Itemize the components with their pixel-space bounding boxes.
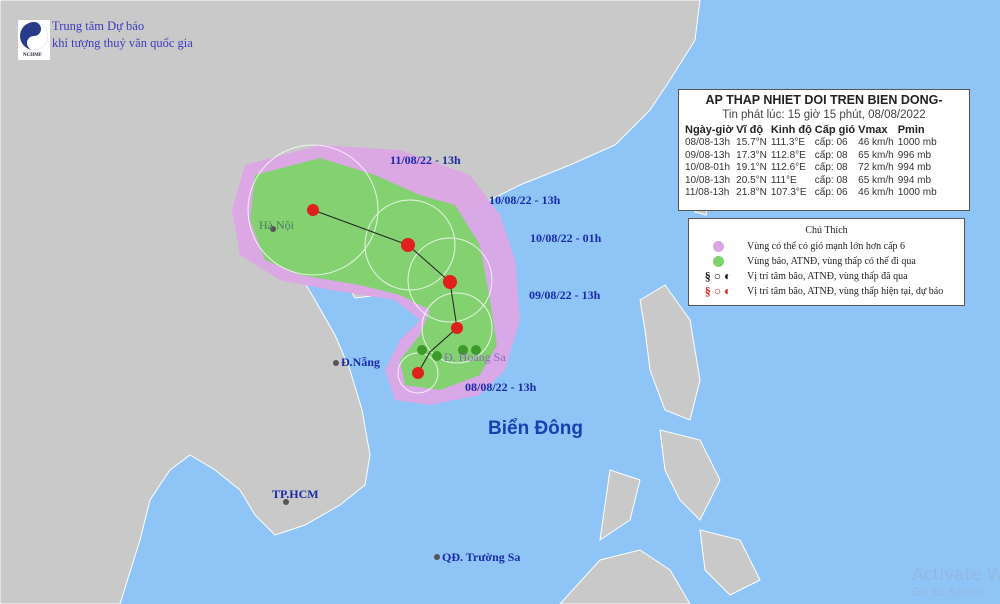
land-mainland [0, 0, 701, 604]
legend-text: Vùng có thể có gió mạnh lớn hơn cấp 6 [747, 241, 906, 252]
cell: 107.3°E [770, 187, 807, 198]
forecast-table: Ngày-giờ Vĩ độ Kinh độ Cấp gió Vmax Pmin 08/0… [685, 123, 941, 200]
cell: cấp: 08 [814, 174, 848, 186]
legend-text: Vị trí tâm bão, ATNĐ, vùng thấp hiện tại… [747, 286, 944, 297]
cell: 09/08-13h [685, 149, 731, 161]
track-label-4: 09/08/22 - 13h [529, 288, 601, 302]
table-row: 08/08-13h 15.7°N 111.3°E cấp: 06 46 km/h 1000… [685, 137, 941, 150]
land-philippines [599, 284, 761, 596]
cell: 21.8°N [736, 187, 767, 198]
legend-title: Chú Thích [805, 225, 848, 236]
watermark-line-1: Activate W [912, 565, 1000, 585]
past-storm-icons: § ○ ◐ [704, 269, 732, 283]
cell: 111.3°E [770, 137, 806, 148]
table-header: Ngày-giờ Vĩ độ Kinh độ Cấp gió Vmax Pmin [685, 123, 941, 137]
forecast-storm-icons: § ○ ◐ [704, 284, 732, 298]
cell: 994 mb [897, 162, 932, 173]
place-truongsa: QĐ. Trường Sa [442, 550, 521, 564]
cell: 08/08-13h [685, 137, 731, 148]
table-row: 09/08-13h 17.3°N 112.8°E cấp: 08 65 km/h 996 … [685, 150, 941, 163]
cell: 20.5°N [736, 174, 767, 186]
organization-name: Trung tâm Dự báo khí tượng thuỷ văn quốc… [52, 18, 193, 52]
storm-centers [307, 204, 463, 379]
cell: 10/08-13h [685, 174, 731, 186]
cell: cấp: 06 [814, 187, 848, 198]
track-zone [250, 158, 497, 390]
legend-text: Vùng bão, ATNĐ, vùng thấp có thể đi qua [747, 256, 916, 267]
cell: cấp: 08 [814, 162, 848, 173]
cell: 17.3°N [736, 149, 767, 161]
purple-dot-icon [712, 241, 724, 252]
center-0808 [412, 367, 424, 379]
place-hanoi: Hà Nội [259, 218, 294, 232]
cell: 112.6°E [770, 162, 806, 173]
windows-activation-watermark: Activate W Go to Settin [912, 565, 1000, 599]
table-row: 10/08-13h 20.5°N 111°E cấp: 08 65 km/h 994 mb [685, 175, 941, 188]
table-row: 11/08-13h 21.8°N 107.3°E cấp: 06 46 km/h 1000… [685, 187, 941, 200]
col-lon: Kinh độ [770, 124, 812, 136]
land-borneo [559, 549, 691, 604]
center-1008-13 [401, 238, 415, 252]
center-1008-01 [443, 275, 457, 289]
col-wind: Cấp gió [814, 124, 856, 136]
cell: 996 mb [897, 149, 932, 161]
cell: 15.7°N [736, 137, 767, 148]
track-label-1: 11/08/22 - 13h [390, 153, 461, 167]
legend-item-track-zone: Vùng bão, ATNĐ, vùng thấp có thể đi qua [689, 254, 964, 269]
cell: 10/08-01h [685, 162, 731, 173]
cell: cấp: 06 [814, 137, 848, 148]
col-vmax: Vmax [858, 124, 888, 136]
cell: 65 km/h [858, 149, 894, 161]
center-0908 [451, 322, 463, 334]
logo-text: NCHMF [23, 53, 42, 58]
table-row: 10/08-01h 19.1°N 112.6°E cấp: 08 72 km/h 994 … [685, 162, 941, 175]
track-label-2: 10/08/22 - 13h [489, 193, 561, 207]
place-hoangsa: Đ. Hoàng Sa [444, 350, 506, 364]
legend: Chú Thích Vùng có thể có gió mạnh lớn hơ… [688, 218, 965, 306]
logo [18, 20, 50, 60]
bulletin-box: AP THAP NHIET DOI TREN BIEN DONG- Tin ph… [678, 89, 970, 211]
cell: 112.8°E [770, 149, 806, 161]
org-line-2: khí tượng thuỷ văn quốc gia [52, 36, 193, 50]
green-dot-icon [712, 256, 724, 267]
cell: 46 km/h [858, 187, 894, 198]
watermark-line-2: Go to Settin [912, 585, 984, 599]
cell: 1000 mb [897, 137, 937, 148]
sea-label: Biển Đông [488, 418, 583, 439]
cell: 111°E [770, 174, 797, 186]
cell: 994 mb [897, 174, 932, 186]
col-time: Ngày-giờ [685, 124, 734, 136]
legend-item-past: § ○ ◐ Vị trí tâm bão, ATNĐ, vùng thấp đã … [689, 269, 964, 284]
track-label-3: 10/08/22 - 01h [530, 231, 602, 245]
cell: 11/08-13h [685, 187, 730, 198]
cell: 72 km/h [858, 162, 894, 173]
storm-track [312, 209, 458, 374]
place-danang: Đ.Nẵng [341, 355, 381, 369]
bulletin-title: AP THAP NHIET DOI TREN BIEN DONG- [705, 93, 943, 107]
legend-item-wind-zone: Vùng có thể có gió mạnh lớn hơn cấp 6 [689, 239, 964, 254]
legend-item-forecast: § ○ ◐ Vị trí tâm bão, ATNĐ, vùng thấp hiệ… [689, 284, 964, 299]
bulletin-issued: Tin phát lúc: 15 giờ 15 phút, 08/08/2022 [722, 109, 926, 121]
org-line-1: Trung tâm Dự báo [52, 19, 145, 33]
cell: 1000 mb [897, 187, 937, 198]
col-lat: Vĩ độ [736, 124, 764, 136]
cell: 19.1°N [736, 162, 767, 173]
place-hcm: TP.HCM [272, 487, 319, 501]
past-low-markers [417, 345, 481, 361]
legend-text: Vị trí tâm bão, ATNĐ, vùng thấp đã qua [747, 271, 908, 282]
cell: 46 km/h [858, 137, 894, 148]
cell: 65 km/h [858, 174, 894, 186]
track-label-5: 08/08/22 - 13h [465, 380, 537, 394]
center-1108 [307, 204, 319, 216]
col-pmin: Pmin [897, 124, 925, 136]
cell: cấp: 08 [814, 149, 848, 161]
